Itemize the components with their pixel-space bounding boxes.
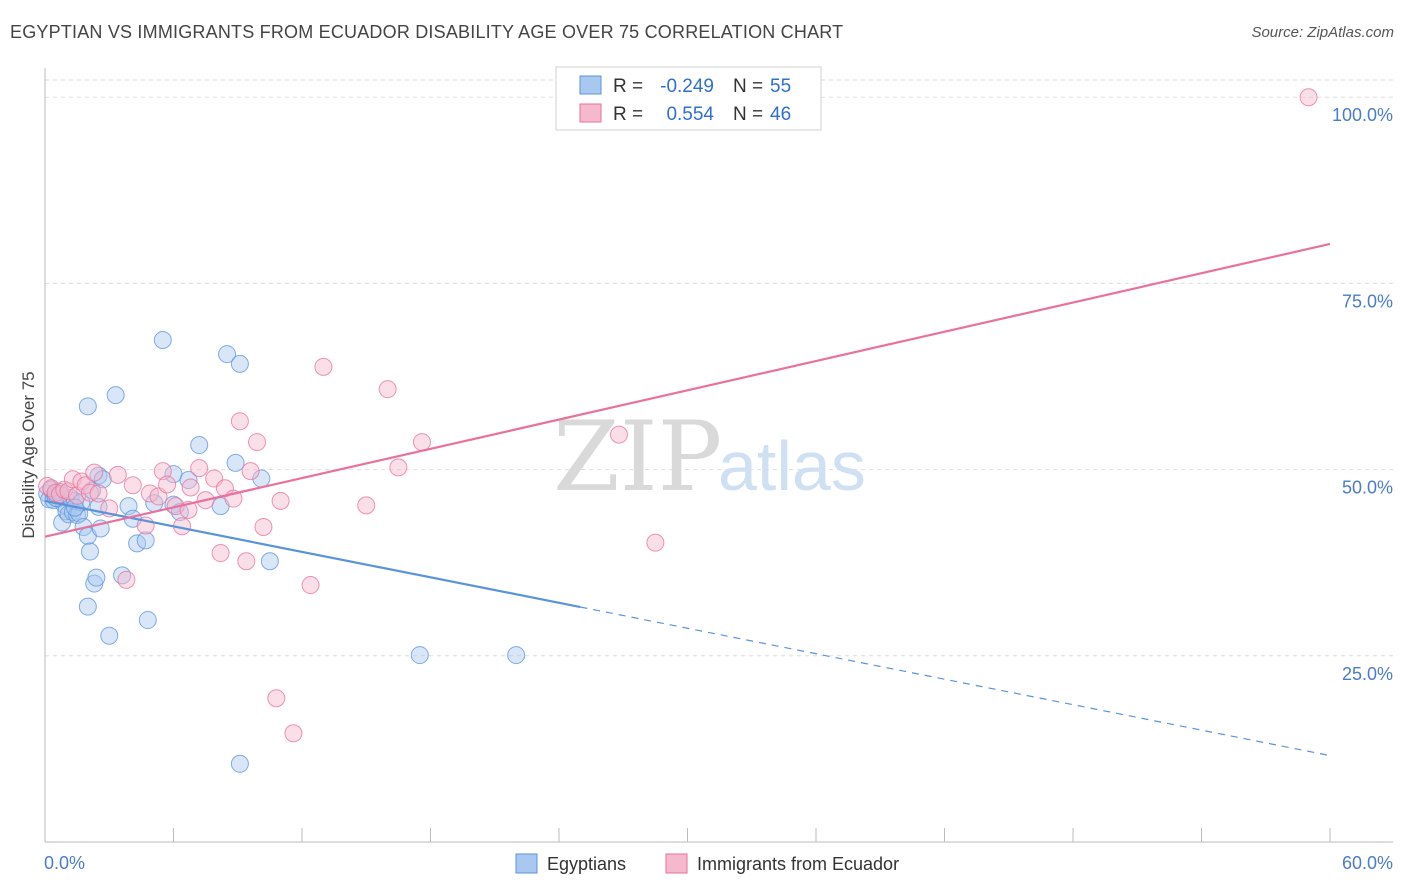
data-point bbox=[153, 331, 172, 350]
x-tick-label-min: 0.0% bbox=[44, 853, 85, 873]
data-point bbox=[59, 482, 78, 501]
data-point bbox=[158, 475, 177, 494]
data-point bbox=[87, 568, 106, 587]
watermark-atlas: atlas bbox=[718, 427, 866, 505]
legend-n-label: N = bbox=[733, 104, 763, 125]
data-point bbox=[89, 484, 108, 503]
data-point bbox=[230, 754, 249, 773]
series-legend-swatch-ecuador bbox=[665, 853, 688, 874]
data-point bbox=[230, 354, 249, 373]
series-legend-label-ecuador: Immigrants from Ecuador bbox=[697, 854, 899, 874]
data-point bbox=[136, 531, 155, 550]
data-point bbox=[226, 453, 245, 472]
chart-title: EGYPTIAN VS IMMIGRANTS FROM ECUADOR DISA… bbox=[10, 22, 844, 42]
legend-swatch-ecuador bbox=[579, 103, 602, 123]
data-point bbox=[1299, 88, 1318, 107]
data-point bbox=[211, 544, 230, 563]
data-point bbox=[314, 357, 333, 376]
trendline-solid bbox=[44, 499, 581, 609]
data-point bbox=[100, 626, 119, 645]
legend-r-label: R = bbox=[613, 76, 643, 97]
data-point bbox=[248, 433, 267, 452]
data-point bbox=[271, 491, 290, 510]
y-tick-labels: 25.0% 50.0% 75.0% 100.0% bbox=[1332, 105, 1393, 684]
data-point bbox=[230, 412, 249, 431]
watermark-zip: ZIP bbox=[553, 401, 722, 513]
data-point bbox=[267, 689, 286, 708]
data-point bbox=[106, 386, 125, 405]
series-egyptians bbox=[38, 331, 526, 773]
data-point bbox=[237, 552, 256, 571]
data-point bbox=[80, 542, 99, 561]
stats-legend: R = -0.249 N = 55 R = 0.554 N = 46 bbox=[555, 66, 822, 131]
data-point bbox=[85, 463, 104, 482]
series-legend: Egyptians Immigrants from Ecuador bbox=[515, 853, 899, 874]
data-point bbox=[260, 552, 279, 571]
data-point bbox=[357, 496, 376, 515]
trendline-group bbox=[44, 499, 1331, 757]
source-label: Source: ZipAtlas.com bbox=[1251, 24, 1394, 41]
data-point bbox=[389, 458, 408, 477]
data-point bbox=[378, 380, 397, 399]
y-tick-label: 100.0% bbox=[1332, 105, 1393, 125]
legend-swatch-egyptians bbox=[579, 75, 602, 95]
data-point bbox=[181, 478, 200, 497]
legend-r-label: R = bbox=[613, 104, 643, 125]
series-legend-label-egyptians: Egyptians bbox=[547, 854, 626, 874]
data-point bbox=[254, 517, 273, 536]
data-point bbox=[190, 459, 209, 478]
trendline bbox=[44, 242, 1331, 538]
data-point bbox=[646, 533, 665, 552]
data-point bbox=[609, 425, 628, 444]
data-point bbox=[284, 724, 303, 743]
data-point bbox=[138, 611, 157, 630]
legend-r-value: -0.249 bbox=[660, 76, 714, 97]
data-point bbox=[123, 476, 142, 495]
data-point bbox=[117, 570, 136, 589]
x-ticks bbox=[44, 828, 1331, 842]
data-point bbox=[179, 471, 198, 490]
watermark: ZIP atlas bbox=[553, 401, 866, 513]
legend-r-value: 0.554 bbox=[666, 104, 714, 125]
data-point bbox=[190, 436, 209, 455]
data-point bbox=[301, 576, 320, 595]
y-tick-label: 25.0% bbox=[1342, 664, 1393, 684]
y-tick-label: 75.0% bbox=[1342, 291, 1393, 311]
series-layer bbox=[38, 88, 1331, 773]
trendline-group bbox=[44, 242, 1331, 538]
data-point bbox=[108, 465, 127, 484]
data-point bbox=[410, 646, 429, 665]
y-axis-label: Disability Age Over 75 bbox=[19, 371, 38, 538]
legend-n-value: 55 bbox=[770, 76, 791, 97]
x-tick-label-max: 60.0% bbox=[1342, 853, 1393, 873]
legend-n-label: N = bbox=[733, 76, 763, 97]
data-point bbox=[78, 397, 97, 416]
data-point bbox=[218, 345, 237, 364]
series-legend-swatch-egyptians bbox=[515, 853, 538, 874]
trendline-dashed bbox=[580, 606, 1331, 757]
data-point bbox=[153, 462, 172, 481]
data-point bbox=[241, 462, 260, 481]
legend-n-value: 46 bbox=[770, 104, 791, 125]
data-point bbox=[412, 433, 431, 452]
data-point bbox=[78, 597, 97, 616]
axes bbox=[44, 68, 1393, 843]
y-tick-label: 50.0% bbox=[1342, 478, 1393, 498]
data-point bbox=[507, 646, 526, 665]
